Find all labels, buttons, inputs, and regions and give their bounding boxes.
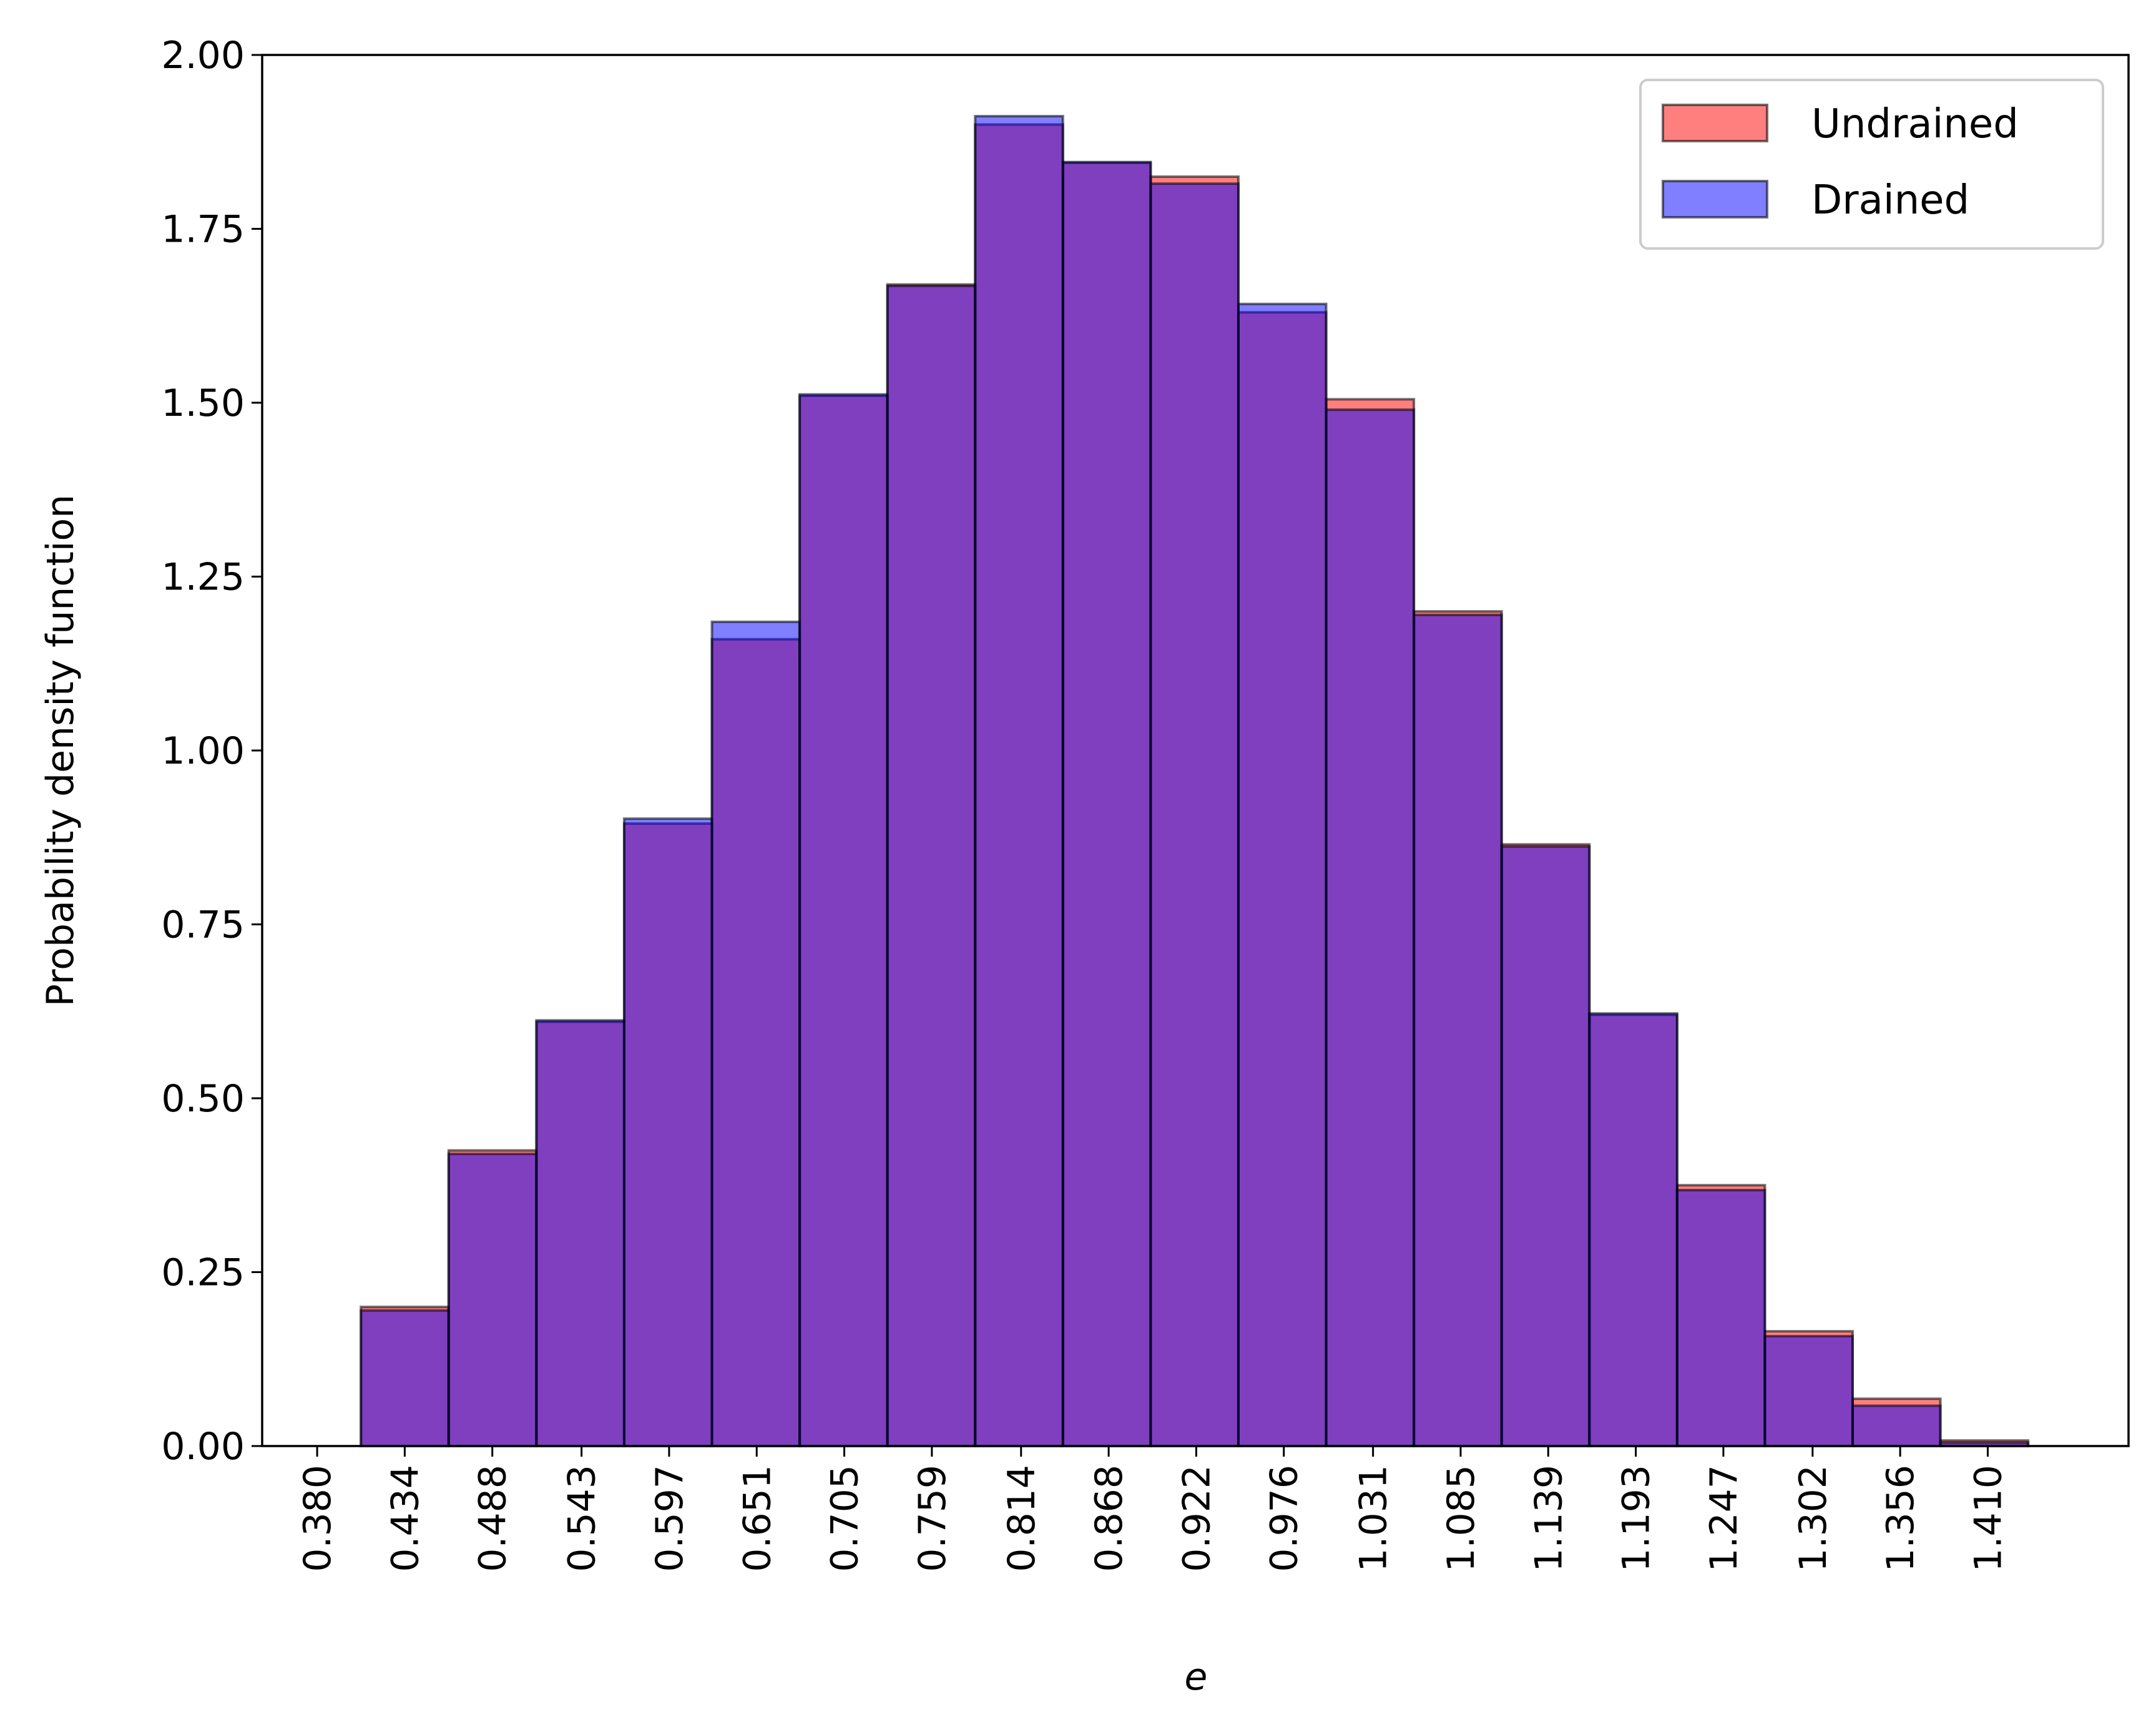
- x-tick-label: 0.651: [735, 1465, 779, 1572]
- x-tick-label: 1.139: [1527, 1465, 1570, 1572]
- y-tick-label: 1.50: [161, 381, 245, 425]
- x-tick-label: 0.380: [296, 1465, 340, 1572]
- y-tick-label: 0.25: [161, 1251, 245, 1295]
- x-tick-label: 1.193: [1615, 1465, 1659, 1572]
- bar-drained-1: [447, 1153, 538, 1447]
- x-tick-label: 0.759: [911, 1465, 954, 1572]
- bars-layer: [360, 115, 2030, 1448]
- y-tick-label: 1.25: [161, 556, 245, 599]
- x-axis: 0.380 0.434 0.488 0.543 0.597 0.651 0.705 0.759…: [296, 1446, 2010, 1572]
- y-axis: 0.00 0.25 0.50 0.75 1.00 1.25 1.50 1.75 2.00: [161, 34, 262, 1469]
- legend-swatch-undrained: [1662, 104, 1768, 142]
- y-tick-label: 2.00: [161, 34, 245, 77]
- legend-label-undrained: Undrained: [1811, 101, 2019, 147]
- x-tick-label: 1.410: [1966, 1465, 2010, 1572]
- y-tick-label: 0.50: [161, 1077, 245, 1121]
- x-tick-label: 1.302: [1791, 1465, 1835, 1572]
- bar-drained-3: [622, 817, 713, 1447]
- legend: Undrained Drained: [1639, 79, 2104, 250]
- bar-drained-15: [1675, 1189, 1766, 1447]
- bar-drained-10: [1237, 302, 1328, 1447]
- bar-drained-17: [1851, 1404, 1942, 1447]
- y-axis-title: Probability density function: [39, 495, 82, 1006]
- x-tick-label: 0.434: [383, 1465, 427, 1572]
- bar-drained-8: [1061, 160, 1152, 1448]
- y-tick-label: 1.00: [161, 729, 245, 773]
- bar-drained-12: [1413, 613, 1503, 1447]
- y-tick-label: 0.75: [161, 903, 245, 947]
- bar-drained-5: [798, 393, 889, 1448]
- x-tick-label: 0.488: [471, 1465, 515, 1572]
- bar-drained-7: [974, 115, 1064, 1448]
- x-tick-label: 0.597: [648, 1465, 692, 1572]
- x-tick-label: 1.247: [1702, 1465, 1746, 1572]
- bar-drained-11: [1325, 408, 1416, 1447]
- x-tick-label: 0.976: [1263, 1465, 1306, 1572]
- y-tick-label: 0.00: [161, 1425, 245, 1469]
- bar-drained-13: [1500, 845, 1591, 1448]
- x-tick-label: 0.868: [1087, 1465, 1131, 1572]
- bar-drained-6: [886, 284, 977, 1447]
- x-tick-label: 0.543: [561, 1465, 604, 1572]
- x-tick-label: 1.031: [1352, 1465, 1396, 1572]
- x-tick-label: 0.814: [1000, 1465, 1044, 1572]
- legend-swatch-drained: [1662, 180, 1768, 219]
- bar-drained-0: [360, 1309, 450, 1448]
- x-tick-label: 0.705: [823, 1465, 867, 1572]
- x-tick-label: 1.085: [1439, 1465, 1483, 1572]
- x-axis-title: e: [1185, 1655, 1208, 1699]
- x-tick-label: 1.356: [1879, 1465, 1923, 1572]
- bar-drained-2: [535, 1019, 625, 1448]
- x-tick-label: 0.922: [1175, 1465, 1218, 1572]
- bar-drained-14: [1588, 1012, 1678, 1448]
- bar-drained-9: [1149, 182, 1240, 1448]
- bar-drained-4: [710, 620, 801, 1447]
- y-tick-label: 1.75: [161, 208, 245, 252]
- legend-label-drained: Drained: [1811, 177, 1969, 224]
- bar-drained-16: [1763, 1334, 1855, 1448]
